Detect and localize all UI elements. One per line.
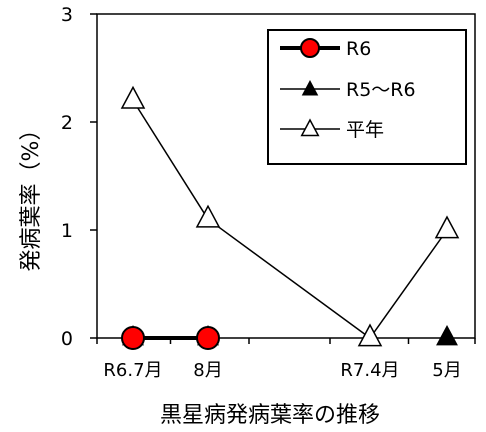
plot-frame [96, 13, 476, 339]
y-tick-label: 2 [61, 112, 73, 134]
x-axis-title: 黒星病発病葉率の推移 [160, 403, 380, 428]
chart-marks [120, 85, 460, 350]
legend-marker-r5-r6 [301, 80, 319, 96]
point-heinen [120, 85, 146, 109]
y-tick-label: 3 [61, 4, 73, 26]
series-line-3 [369, 229, 448, 339]
legend-label: 平年 [346, 119, 384, 141]
legend-label: R6 [346, 38, 371, 60]
series-line-3 [132, 99, 209, 220]
x-tick-label: 8月 [193, 360, 222, 381]
plot-area: 0 1 2 3 R6.7月 8月 R7.4月 5月 [61, 4, 476, 381]
y-tick-label: 0 [61, 328, 73, 350]
x-tick-label: R6.7月 [103, 360, 162, 381]
x-tick-label: 5月 [432, 360, 461, 381]
point-heinen [434, 215, 460, 239]
point-r6 [121, 326, 145, 350]
legend-label: R5～R6 [346, 79, 416, 101]
point-r5-r6 [436, 324, 458, 346]
point-heinen [357, 323, 383, 347]
y-axis-title: 発病葉率（%） [19, 119, 44, 272]
series-line-3 [207, 218, 371, 339]
point-r6 [196, 326, 220, 350]
legend: R6 R5～R6 平年 [267, 29, 467, 165]
y-tick-label: 1 [61, 220, 73, 242]
point-heinen [195, 204, 221, 228]
legend-marker-heinen [300, 118, 320, 137]
x-tick-label: R7.4月 [340, 360, 399, 381]
legend-marker-r6 [300, 38, 320, 58]
